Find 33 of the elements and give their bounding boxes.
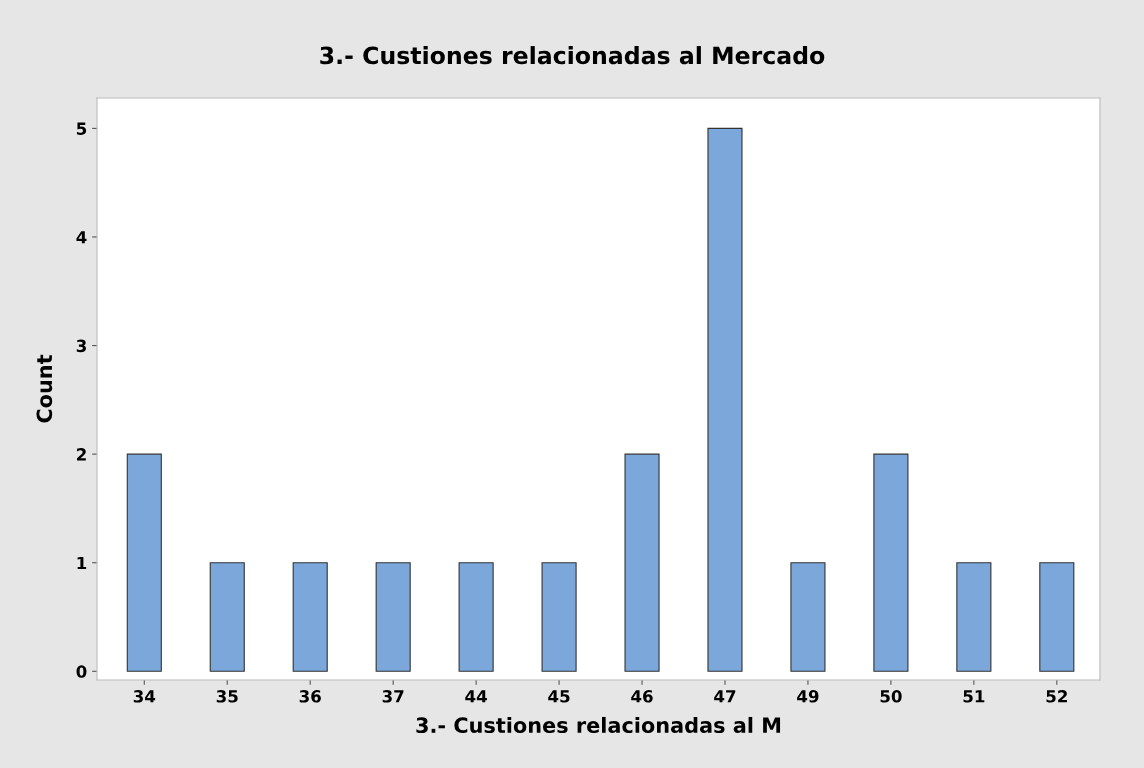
bar [790,562,826,672]
chart-title: 3.- Custiones relacionadas al Mercado [320,46,825,65]
x-tick-label: 44 [465,690,487,703]
x-tick-label: 52 [1046,690,1067,703]
x-tick-label: 49 [797,690,819,703]
bar [873,453,909,672]
y-tick-label: 1 [77,556,87,570]
y-tick-label: 2 [77,448,86,461]
bar [458,562,494,672]
bar [209,562,245,672]
y-axis-title: Count [36,354,53,423]
bar [707,127,743,672]
x-tick-label: 51 [963,690,985,703]
bar [292,562,328,672]
y-tick-label: 0 [76,665,87,678]
x-tick-label: 35 [216,690,238,703]
x-tick-label: 46 [631,690,653,703]
y-tick-label: 3 [76,339,86,353]
x-axis-title: 3.- Custiones relacionadas al M [416,716,781,734]
x-tick-label: 37 [382,690,404,703]
x-tick-label: 45 [548,690,570,703]
y-tick-label: 5 [76,122,87,135]
bar [1039,562,1075,672]
y-tick-label: 4 [76,231,87,244]
bar [956,562,992,672]
bar [375,562,411,672]
x-tick-label: 47 [714,690,736,703]
bar [541,562,577,672]
x-tick-label: 36 [299,690,321,703]
bar [624,453,660,672]
x-tick-label: 50 [880,690,902,703]
x-tick-label: 34 [133,690,156,703]
bar [126,453,162,672]
